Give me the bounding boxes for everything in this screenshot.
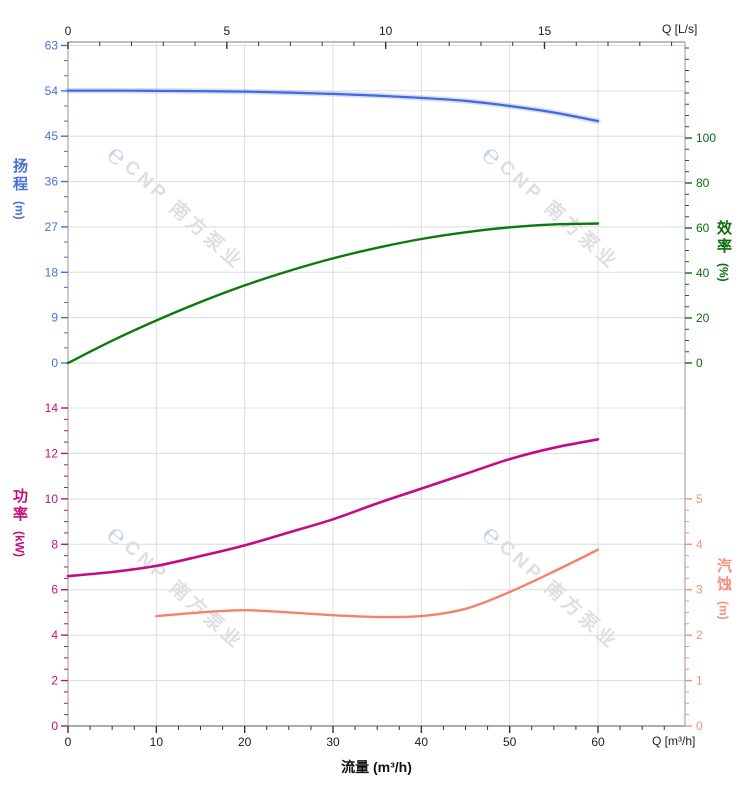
npsh-axis-title-text: 汽蚀	[715, 558, 732, 594]
npsh-axis-ticks-label: 0	[696, 719, 703, 733]
npsh-curve	[155, 548, 600, 619]
x-bottom-axis-ticks-label: 40	[415, 735, 429, 749]
power-axis-unit: (kW)	[12, 531, 27, 557]
head-axis-ticks-label: 54	[45, 84, 59, 98]
x-bottom-axis-ticks-label: 50	[503, 735, 517, 749]
head-axis-ticks-label: 45	[45, 129, 59, 143]
power-curve	[66, 438, 600, 578]
x-bottom-axis-ticks-label: 10	[150, 735, 164, 749]
power-axis-ticks: 0 2 4 6 8 10 12 14	[45, 401, 68, 733]
head-axis-title: 扬程 (m)	[11, 158, 28, 220]
eff-axis-ticks-label: 80	[696, 176, 710, 190]
efficiency-axis-unit: (%)	[716, 263, 731, 282]
head-axis-ticks-label: 0	[51, 356, 58, 370]
power-axis-ticks-label: 8	[51, 537, 58, 551]
power-axis-ticks-label: 14	[45, 401, 59, 415]
x-top-axis-ticks: 0 5 10 15	[65, 24, 673, 49]
power-axis-ticks-label: 6	[51, 583, 58, 597]
power-axis-ticks-label: 0	[51, 719, 58, 733]
power-axis-title-text: 功率	[11, 488, 28, 524]
head-axis-unit: (m)	[12, 201, 27, 220]
eff-axis-ticks-label: 0	[696, 356, 703, 370]
npsh-axis-ticks-label: 5	[696, 492, 703, 506]
power-axis-title: 功率 (kW)	[11, 488, 28, 557]
eff-axis-ticks-label: 60	[696, 221, 710, 235]
x-top-axis-ticks-label: 0	[65, 24, 72, 38]
head-axis-ticks-label: 27	[45, 220, 59, 234]
x-bottom-axis-ticks-label: 30	[326, 735, 340, 749]
head-axis-ticks-label: 63	[45, 38, 59, 52]
efficiency-curve	[66, 222, 600, 365]
efficiency-axis-title: 效率 (%)	[715, 220, 732, 282]
npsh-axis-ticks-label: 3	[696, 583, 703, 597]
head-axis-title-text: 扬程	[11, 158, 28, 194]
head-axis-ticks-label: 36	[45, 175, 59, 189]
head-curve	[66, 89, 600, 123]
bottom-axis-unit-label: Q [m³/h]	[652, 734, 696, 748]
npsh-axis-ticks-label: 2	[696, 628, 703, 642]
power-axis-ticks-label: 2	[51, 674, 58, 688]
eff-axis-ticks-label: 40	[696, 266, 710, 280]
npsh-axis-title: 汽蚀 (m)	[715, 558, 732, 620]
power-axis-ticks-label: 4	[51, 628, 58, 642]
power-axis-ticks-label: 12	[45, 446, 59, 460]
head-axis-ticks: 0 9 18 27 36 45 54 63	[45, 38, 68, 370]
plot-frame	[67, 41, 686, 727]
x-bottom-axis-ticks-label: 60	[591, 735, 605, 749]
top-axis-unit-label: Q [L/s]	[662, 22, 698, 36]
head-axis-ticks-label: 18	[45, 265, 59, 279]
x-top-axis-ticks-label: 10	[379, 24, 393, 38]
x-top-axis-ticks-label: 15	[538, 24, 552, 38]
x-bottom-axis-ticks-label: 20	[238, 735, 252, 749]
npsh-axis-ticks-label: 1	[696, 674, 703, 688]
npsh-axis-ticks-label: 4	[696, 537, 703, 551]
eff-axis-ticks-label: 20	[696, 311, 710, 325]
efficiency-axis-title-text: 效率	[715, 220, 732, 256]
npsh-axis-unit: (m)	[716, 601, 731, 620]
eff-axis-ticks: 0 20 40 60 80 100	[685, 47, 716, 370]
head-axis-ticks-label: 9	[51, 311, 58, 325]
eff-axis-ticks-label: 100	[696, 131, 716, 145]
x-bottom-axis-ticks-label: 0	[65, 735, 72, 749]
gridlines	[68, 42, 685, 726]
x-top-axis-ticks-label: 5	[223, 24, 230, 38]
x-axis-title: 流量 (m³/h)	[341, 759, 412, 775]
x-bottom-axis-ticks: 0 10 20 30 40 50 60	[65, 726, 665, 749]
power-axis-ticks-label: 10	[45, 492, 59, 506]
npsh-axis-ticks: 0 1 2 3 4 5	[685, 492, 703, 733]
